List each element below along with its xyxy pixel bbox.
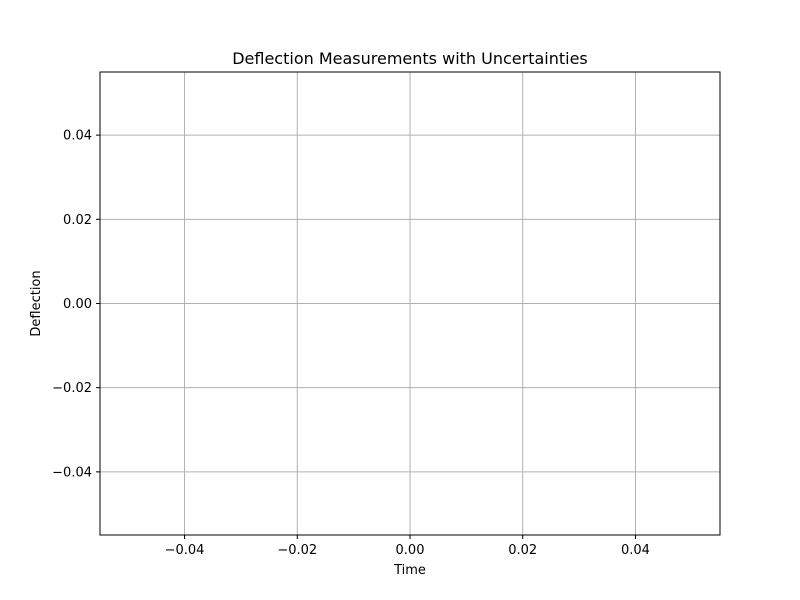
y-tick-label: 0.04 <box>63 129 92 144</box>
y-tick-label: 0.02 <box>63 213 92 228</box>
x-tick-label: −0.04 <box>165 543 205 558</box>
y-axis-label: Deflection <box>29 270 44 336</box>
grid-lines <box>100 72 720 535</box>
chart-title: Deflection Measurements with Uncertainti… <box>232 49 588 68</box>
y-tick-label: 0.00 <box>63 297 92 312</box>
x-tick-label: 0.04 <box>621 543 650 558</box>
x-tick-label: −0.02 <box>277 543 317 558</box>
axis-ticks: −0.04 −0.02 0.00 0.02 0.04 −0.04 −0.02 0.00 0.02… <box>52 129 650 558</box>
x-tick-label: 0.00 <box>396 543 425 558</box>
y-tick-label: −0.02 <box>52 381 92 396</box>
x-tick-label: 0.02 <box>508 543 537 558</box>
x-axis-label: Time <box>393 563 426 578</box>
y-tick-label: −0.04 <box>52 465 92 480</box>
